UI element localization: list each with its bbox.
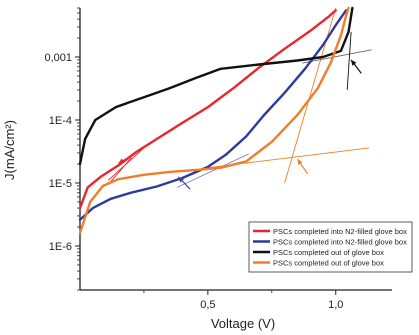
legend-entry-label: PSCs completed out of glove box — [273, 259, 384, 268]
series-line-1 — [78, 9, 337, 210]
series-line-2 — [78, 9, 348, 222]
legend-entry-label: PSCs completed into N2-filled glove box — [273, 238, 407, 247]
series-line-3 — [78, 6, 354, 166]
axes — [79, 8, 392, 291]
guide-line — [346, 31, 352, 90]
ticks: 0,001 1E-4 1E-5 1E-6 0,5 1,0 — [44, 7, 343, 311]
annotation-arrow — [296, 158, 309, 175]
x-axis-title: Voltage (V) — [211, 316, 275, 331]
y-tick-label: 1E-4 — [49, 115, 72, 127]
annotation-arrow — [178, 176, 191, 190]
series-lines — [78, 6, 354, 235]
series-line-4 — [78, 6, 350, 235]
guide-line — [302, 49, 372, 64]
y-tick-label: 1E-6 — [49, 241, 72, 253]
guide-line — [177, 153, 249, 188]
y-axis-title: J(mA/cm²) — [2, 120, 17, 180]
guide-line — [284, 7, 337, 184]
legend-box — [248, 221, 413, 273]
legend-entry-label: PSCs completed out of glove box — [273, 248, 384, 257]
guide-line — [110, 157, 132, 182]
legend-entry-label: PSCs completed into N2-filled glove box — [273, 227, 407, 236]
x-tick-label: 1,0 — [328, 299, 343, 311]
y-tick-label: 0,001 — [44, 52, 72, 64]
y-tick-label: 1E-5 — [49, 178, 72, 190]
annotation-arrow — [118, 155, 132, 164]
legend: PSCs completed into N2-filled glove boxP… — [248, 221, 413, 273]
annotation-arrow — [350, 59, 362, 74]
guide-lines — [107, 7, 372, 188]
x-tick-label: 0,5 — [200, 299, 215, 311]
annotation-arrows — [118, 59, 362, 190]
